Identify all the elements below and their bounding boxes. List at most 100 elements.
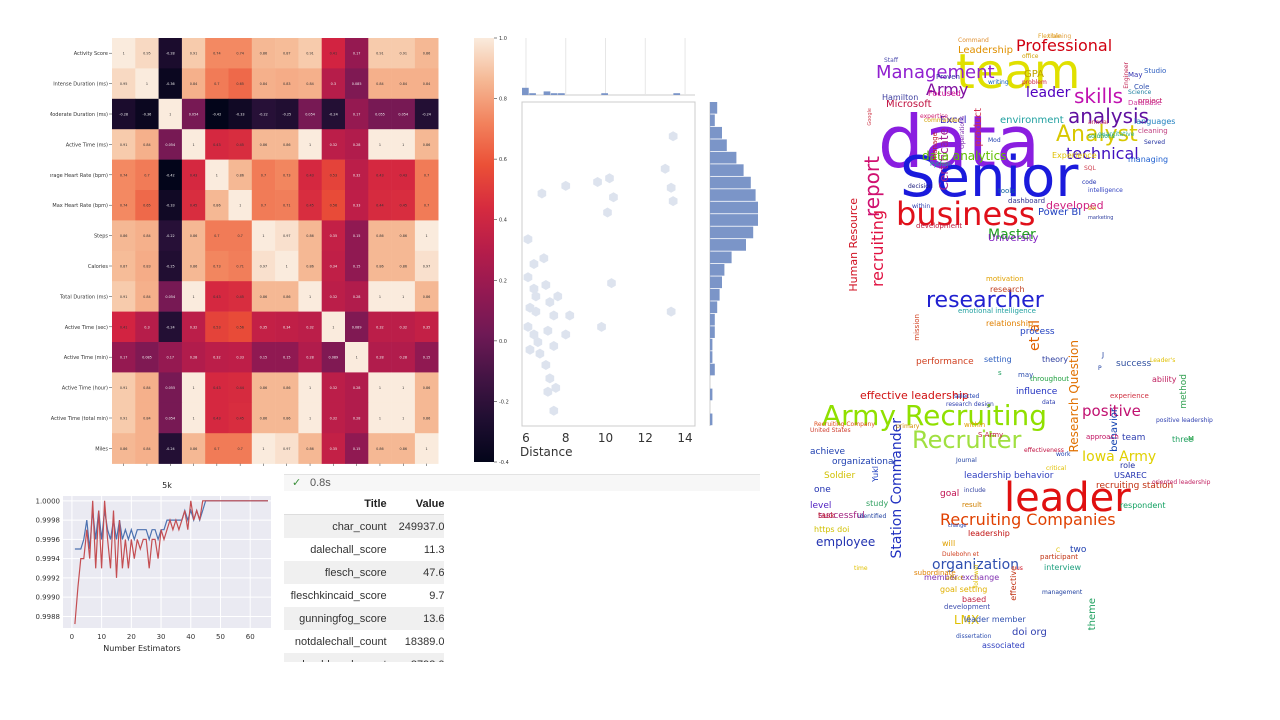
heatmap-cell xyxy=(181,281,206,312)
row-title-cell: polysyblword_count xyxy=(284,653,393,662)
wordcloud-word: Excel xyxy=(940,115,967,126)
heatmap-cell xyxy=(228,311,253,343)
cell-label: 1 xyxy=(356,356,358,360)
wordcloud-word: participant xyxy=(1040,553,1079,561)
cell-label: 0.86 xyxy=(423,52,431,56)
wordcloud-word: will xyxy=(942,539,956,548)
wordcloud-word: doi org xyxy=(1012,627,1047,638)
wordcloud-word: process xyxy=(1020,327,1055,337)
wordcloud-word: commander xyxy=(924,117,961,124)
hexbin-cell xyxy=(607,278,616,289)
cell-label: 1 xyxy=(216,173,218,177)
heatmap-cell xyxy=(298,342,322,373)
heatmap-cell xyxy=(321,159,346,191)
cell-label: 0.86 xyxy=(399,447,407,451)
heatmap-cell xyxy=(321,311,346,343)
cell-label: 0.32 xyxy=(330,386,338,390)
wordcloud-word: theory xyxy=(1042,355,1069,364)
y-tick-label: 0.9990 xyxy=(36,594,61,602)
wordcloud-word: task xyxy=(818,511,835,520)
wordcloud-word: SQL xyxy=(1084,165,1096,172)
cell-label: 0.86 xyxy=(399,234,407,238)
wordcloud-word: may xyxy=(1018,371,1034,379)
heatmap-cell xyxy=(414,250,439,282)
row-title-cell: flesch_score xyxy=(284,561,393,584)
cell-label: 0.7 xyxy=(261,173,266,177)
right-marginal-bar xyxy=(710,301,718,314)
heatmap-cell xyxy=(275,433,299,464)
heatmap-cell xyxy=(345,433,369,464)
hexbin-cell xyxy=(609,192,618,203)
x-axis-label: Distance xyxy=(520,445,572,459)
heatmap-cell xyxy=(205,98,229,130)
wordcloud-word: s xyxy=(998,369,1002,377)
cell-label: 0.86 xyxy=(376,447,384,451)
correlation-heatmap: 1 0.95 -0.28 0.91 0.74 0.74 0.86 0.87 0.91 0.41 0.… xyxy=(42,34,520,467)
cell-label: 0.56 xyxy=(236,325,244,329)
cell-label: 0.34 xyxy=(330,265,338,269)
cell-label: 0.43 xyxy=(306,173,314,177)
joint-frame xyxy=(521,101,696,427)
wordcloud-word: University xyxy=(988,233,1039,244)
wordcloud-word: managing xyxy=(1128,155,1169,164)
cell-label: 0.054 xyxy=(165,417,175,421)
hexbin-cell xyxy=(551,382,561,393)
heatmap-cell xyxy=(158,250,183,282)
wordcloud-word: Leadership xyxy=(958,45,1013,56)
hexbin-cell xyxy=(593,177,602,187)
wordcloud-word: positive leadership xyxy=(1156,417,1213,424)
top-marginal-bar xyxy=(601,93,608,95)
wordcloud-word: associated xyxy=(982,641,1025,650)
cell-label: 1 xyxy=(192,386,194,390)
row-value-cell: 18389.00 xyxy=(404,635,444,648)
heatmap-cell xyxy=(275,190,299,221)
heatmap-cell xyxy=(368,250,392,282)
cell-label: 0.91 xyxy=(376,52,384,56)
heatmap-cell xyxy=(368,68,392,100)
heatmap-cell xyxy=(321,220,346,252)
wordcloud-word: Hamilton xyxy=(882,93,919,102)
wordcloud-word: role xyxy=(1120,461,1136,470)
heatmap-cell xyxy=(181,129,206,160)
wordcloud-word: product xyxy=(973,108,984,147)
cell-label: 0.86 xyxy=(423,295,431,299)
row-title-cell: dalechall_score xyxy=(310,543,387,556)
right-marginal-bar xyxy=(710,313,715,326)
heatmap-cell xyxy=(135,372,159,404)
heatmap-cell xyxy=(391,372,416,404)
cell-label: 0.28 xyxy=(306,356,314,360)
cell-label: 1 xyxy=(379,143,381,147)
wordcloud-word: throughout xyxy=(1030,375,1069,383)
heatmap-cell xyxy=(321,342,346,373)
heatmap-cell xyxy=(205,159,229,191)
cell-label: 0.97 xyxy=(283,234,291,238)
heatmap-cell xyxy=(345,372,369,404)
wordcloud-word: USAREC xyxy=(1114,471,1147,480)
heatmap-cell xyxy=(228,250,253,282)
cell-label: 1 xyxy=(146,82,148,86)
cell-label: 1 xyxy=(123,52,125,56)
heatmap-cell xyxy=(112,250,136,282)
wordcloud-word: technical xyxy=(1066,144,1139,163)
cell-label: 0.32 xyxy=(306,325,314,329)
cell-label: -0.24 xyxy=(166,447,175,451)
cell-label: 1 xyxy=(402,295,404,299)
wordcloud-word: manage xyxy=(931,132,939,161)
hexbin-cell xyxy=(523,272,533,283)
wordcloud-word: solutions xyxy=(1088,133,1115,140)
heatmap-cell xyxy=(205,220,229,252)
heatmap-cell xyxy=(228,190,253,221)
cell-label: 0.7 xyxy=(261,204,266,208)
wordcloud-word: motivation xyxy=(986,275,1024,283)
wordcloud-research: leader Army Recruiting Recruiter researcher… xyxy=(806,270,1230,670)
wordcloud-word: training xyxy=(1048,33,1072,40)
wordcloud-word: research design xyxy=(946,401,994,408)
wordcloud-word: within xyxy=(964,421,986,429)
cell-label: 1 xyxy=(309,386,311,390)
wordcloud-word: research xyxy=(990,285,1025,294)
heatmap-cell xyxy=(228,129,253,160)
heatmap-cell xyxy=(391,342,416,373)
cell-label: 0.055 xyxy=(165,386,175,390)
hexbin-cell xyxy=(603,207,612,218)
heatmap-cell xyxy=(391,311,416,343)
